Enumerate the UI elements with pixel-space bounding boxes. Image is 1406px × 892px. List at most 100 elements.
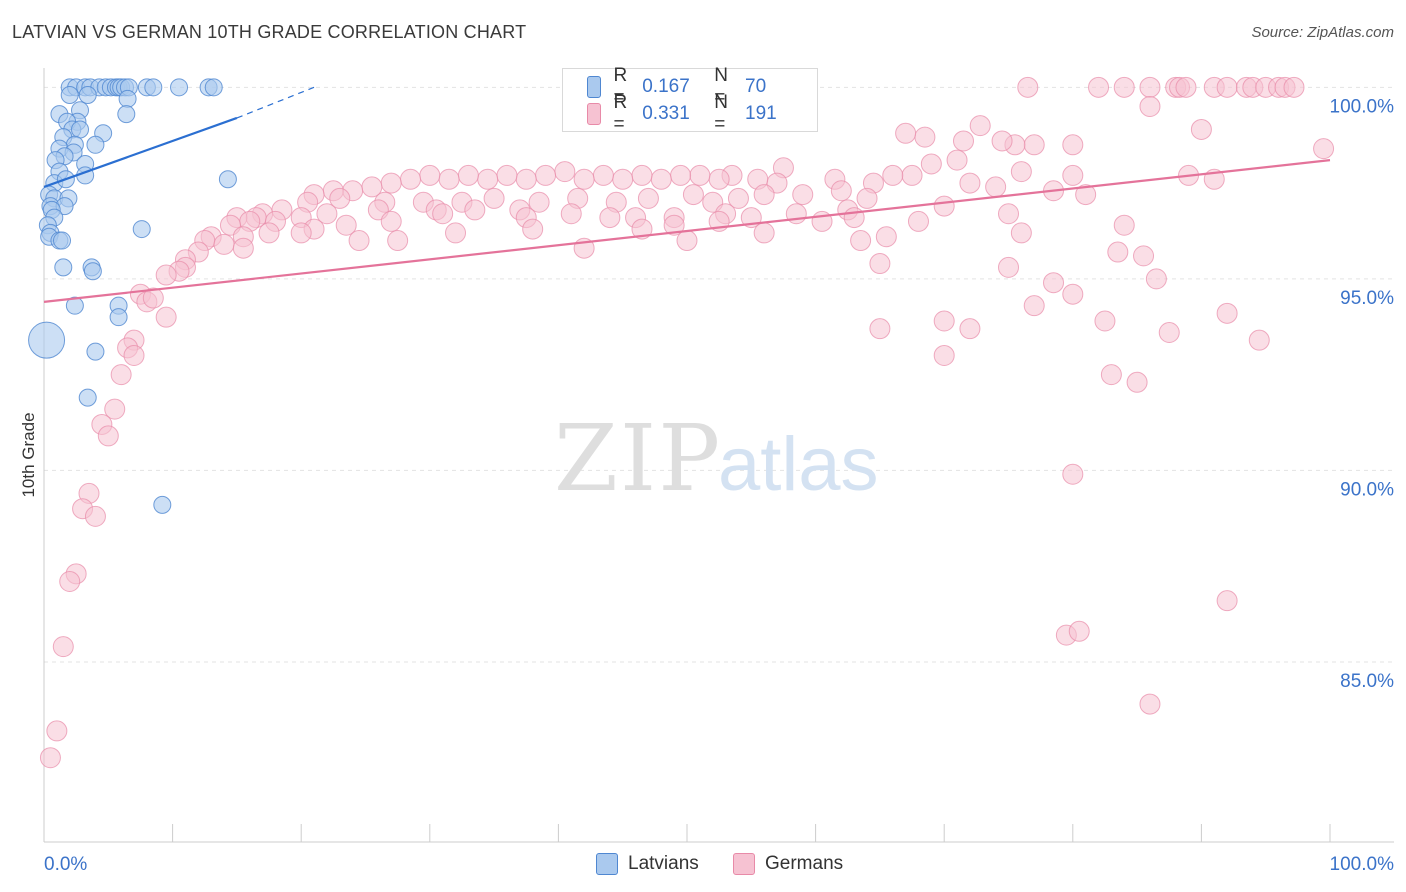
- germans-point-28: [920, 153, 942, 175]
- germans-point-181: [39, 747, 61, 769]
- germans-point-93: [560, 203, 582, 225]
- legend-row-latvians: R = 0.167 N = 70: [587, 65, 817, 108]
- germans-point-178: [52, 636, 74, 658]
- germans-points: [39, 76, 1335, 769]
- legend-n-label: N =: [714, 65, 728, 108]
- latvians-point-13: [144, 78, 163, 97]
- latvians-point-61: [86, 342, 105, 361]
- legend-r-label: R =: [613, 92, 628, 135]
- germans-point-169: [1062, 463, 1084, 485]
- latvians-swatch: [587, 76, 602, 98]
- germans-point-41: [708, 168, 730, 190]
- germans-point-110: [599, 207, 621, 229]
- germans-point-172: [84, 505, 106, 527]
- stats-legend: R = 0.167 N = 70 R = 0.331 N = 191: [562, 65, 818, 135]
- germans-point-151: [1023, 295, 1045, 317]
- latvians-trend-line: [43, 116, 238, 188]
- germans-point-132: [348, 230, 370, 252]
- germans-point-72: [682, 184, 704, 206]
- germans-point-174: [59, 571, 81, 593]
- latvians-point-19: [118, 89, 137, 108]
- germans-point-162: [123, 344, 145, 366]
- germans-legend-label: Germans: [765, 853, 844, 874]
- bottom-legend-germans: Germans: [733, 851, 843, 877]
- germans-point-168: [97, 425, 119, 447]
- germans-point-177: [1068, 620, 1090, 642]
- germans-point-155: [959, 318, 981, 340]
- x-tick-label-max: 100.0%: [1330, 854, 1395, 875]
- germans-point-166: [104, 398, 126, 420]
- germans-point-103: [998, 203, 1019, 225]
- germans-point-8: [1216, 76, 1238, 98]
- germans-point-32: [901, 164, 923, 186]
- germans-point-67: [856, 187, 878, 209]
- latvians-point-63: [153, 495, 172, 514]
- legend-row-germans: R = 0.331 N = 191: [587, 92, 817, 135]
- germans-point-152: [1216, 302, 1238, 324]
- germans-point-175: [1216, 590, 1238, 612]
- germans-point-17: [1190, 118, 1212, 140]
- germans-point-145: [1043, 272, 1065, 294]
- germans-point-133: [290, 222, 312, 244]
- germans-point-140: [1133, 245, 1155, 267]
- germans-point-19: [895, 122, 917, 144]
- germans-point-158: [1248, 329, 1270, 351]
- germans-point-124: [850, 230, 872, 252]
- germans-point-146: [1062, 283, 1084, 305]
- germans-point-66: [830, 180, 852, 202]
- germans-point-15: [1139, 95, 1161, 117]
- germans-point-68: [792, 184, 814, 206]
- legend-r-label: R =: [613, 65, 628, 108]
- latvians-point-52: [53, 231, 72, 250]
- germans-point-109: [663, 214, 685, 236]
- latvians-trend-extension: [236, 86, 315, 119]
- latvians-point-18: [78, 85, 97, 104]
- germans-point-46: [612, 168, 634, 190]
- germans-point-159: [933, 344, 955, 366]
- germans-point-87: [933, 195, 955, 217]
- germans-point-156: [1094, 310, 1116, 332]
- germans-point-56: [419, 164, 441, 186]
- germans-point-65: [1075, 184, 1097, 206]
- germans-point-38: [1062, 164, 1084, 186]
- germans-point-125: [753, 222, 775, 244]
- latvians-point-54: [54, 258, 73, 277]
- germans-point-134: [232, 237, 254, 259]
- germans-point-127: [631, 218, 653, 240]
- germans-point-76: [528, 191, 550, 213]
- germans-point-114: [335, 214, 357, 236]
- trend-lines: [43, 86, 1331, 303]
- y-tick-label-3: 85.0%: [1340, 671, 1394, 692]
- germans-point-142: [869, 253, 891, 275]
- latvians-legend-swatch: [596, 853, 618, 875]
- germans-point-179: [1139, 693, 1161, 715]
- germans-point-58: [380, 172, 402, 194]
- germans-point-143: [998, 256, 1019, 278]
- latvians-point-32: [117, 105, 136, 124]
- legend-n-label: N =: [714, 92, 728, 135]
- germans-point-120: [213, 233, 235, 255]
- germans-point-126: [676, 230, 698, 252]
- germans-point-44: [650, 168, 672, 190]
- germans-point-121: [1113, 214, 1135, 236]
- germans-point-3: [1139, 76, 1161, 98]
- germans-point-130: [445, 222, 467, 244]
- latvians-point-30: [86, 135, 105, 154]
- germans-point-53: [477, 168, 499, 190]
- germans-point-1: [1088, 76, 1110, 98]
- source-label: Source: ZipAtlas.com: [1251, 24, 1394, 41]
- germans-point-22: [1062, 134, 1084, 156]
- germans-point-2: [1113, 76, 1135, 98]
- latvians-r-value: 0.167: [642, 76, 690, 97]
- germans-point-70: [727, 187, 749, 209]
- y-tick-label-2: 90.0%: [1340, 479, 1394, 500]
- germans-point-150: [155, 306, 177, 328]
- germans-point-14: [1283, 76, 1305, 98]
- y-tick-label-0: 100.0%: [1330, 96, 1395, 117]
- germans-point-165: [1126, 371, 1148, 393]
- germans-point-123: [875, 226, 897, 248]
- germans-point-144: [1145, 268, 1167, 290]
- germans-point-54: [457, 164, 479, 186]
- germans-point-21: [1023, 134, 1045, 156]
- germans-point-139: [155, 264, 177, 286]
